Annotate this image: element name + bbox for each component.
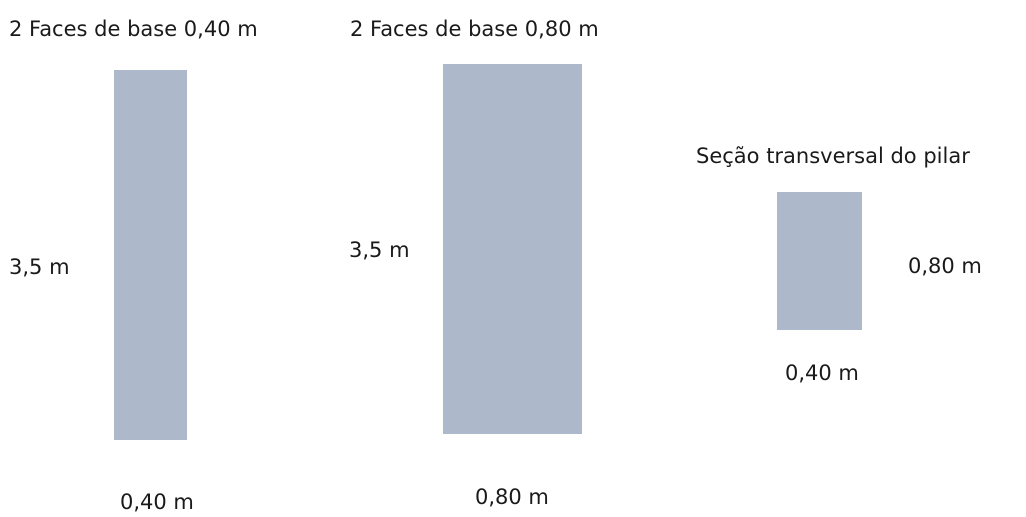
face-small-title: 2 Faces de base 0,40 m: [9, 17, 258, 41]
cross-section-height-label: 0,80 m: [908, 254, 982, 278]
cross-section-rectangle: [777, 192, 862, 330]
face-small-rectangle: [114, 70, 187, 440]
face-large-title: 2 Faces de base 0,80 m: [350, 17, 599, 41]
face-small-height-label: 3,5 m: [9, 255, 70, 279]
cross-section-width-label: 0,40 m: [785, 361, 859, 385]
face-small-width-label: 0,40 m: [120, 490, 194, 514]
face-large-height-label: 3,5 m: [349, 238, 410, 262]
face-large-rectangle: [443, 64, 582, 434]
cross-section-title: Seção transversal do pilar: [696, 144, 970, 168]
face-large-width-label: 0,80 m: [475, 485, 549, 509]
